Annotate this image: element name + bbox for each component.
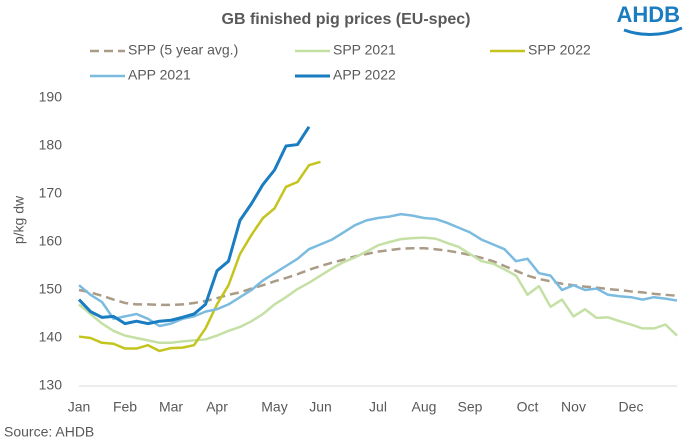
legend-label: SPP (5 year avg.) (128, 42, 238, 58)
y-tick-label: 190 (39, 89, 63, 105)
x-tick-label: Mar (159, 399, 183, 415)
x-tick-label: Nov (561, 399, 586, 415)
logo: AHDB (616, 2, 680, 27)
x-tick-label: Jan (68, 399, 91, 415)
series-line (78, 246, 678, 307)
x-tick-label: Oct (517, 399, 539, 415)
series-line (78, 160, 321, 353)
series-line (77, 125, 311, 326)
y-tick-label: 150 (39, 281, 63, 297)
legend-label: APP 2022 (333, 67, 396, 83)
series-line (78, 236, 678, 345)
x-tick-label: Apr (206, 399, 228, 415)
y-tick-label: 170 (39, 185, 63, 201)
legend-label: SPP 2021 (333, 42, 396, 58)
x-tick-label: Jul (369, 399, 387, 415)
source-note: Source: AHDB (4, 424, 94, 440)
y-tick-label: 140 (39, 329, 63, 345)
y-tick-label: 160 (39, 233, 63, 249)
series-line (78, 212, 678, 328)
legend-label: SPP 2022 (528, 42, 591, 58)
x-tick-label: Feb (113, 399, 137, 415)
x-tick-label: Sep (458, 399, 483, 415)
y-axis-label: p/kg dw (11, 195, 27, 244)
logo-swoosh (623, 26, 683, 36)
y-tick-label: 130 (39, 377, 63, 393)
chart-title: GB finished pig prices (EU-spec) (222, 11, 471, 28)
x-tick-label: Aug (412, 399, 437, 415)
y-tick-label: 180 (39, 137, 63, 153)
legend-label: APP 2021 (128, 67, 191, 83)
x-tick-label: Dec (619, 399, 644, 415)
x-tick-label: May (261, 399, 287, 415)
x-tick-label: Jun (309, 399, 332, 415)
